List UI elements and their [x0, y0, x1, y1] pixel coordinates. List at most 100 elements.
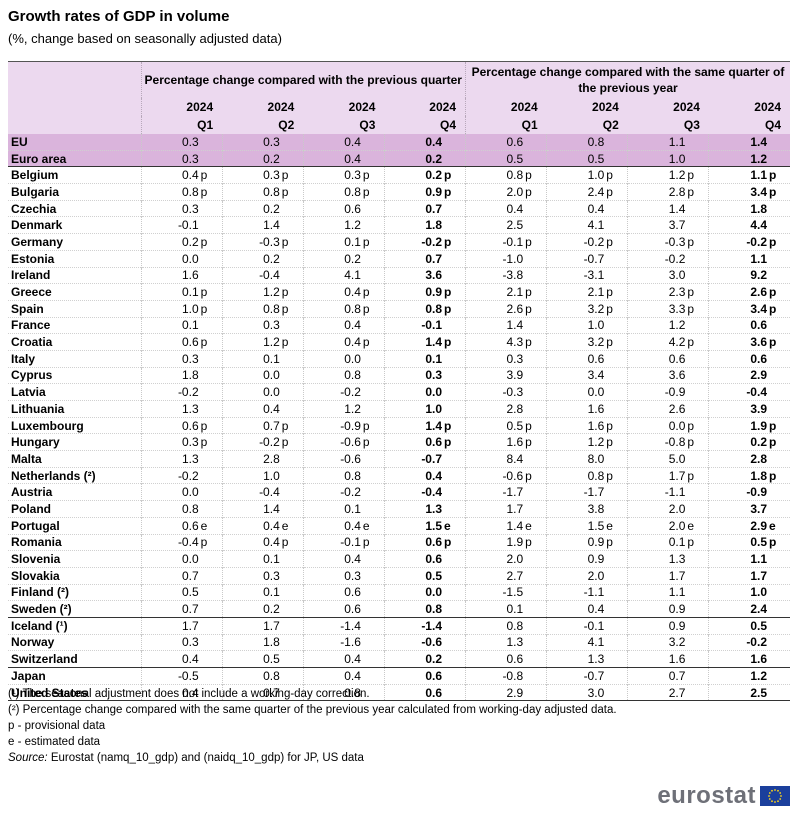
cell-value: 2.3 — [668, 285, 686, 300]
cell-flag: p — [525, 468, 532, 483]
table-cell: -0.2 p — [221, 433, 304, 451]
table-cell: 1.1 — [708, 550, 790, 568]
table-row: Bulgaria 0.8 p 0.8 p 0.8 p 0.9 p 2.0 p 2.4 p 2.8 p 3.4 p — [8, 183, 790, 201]
table-cell: 0.4 — [302, 150, 385, 167]
table-cell: 0.0 — [221, 367, 304, 384]
cell-value: 1.2 — [668, 168, 686, 183]
cell-value: 0.2 — [263, 151, 280, 166]
table-cell: 0.8 p — [140, 183, 223, 201]
footnote: e - estimated data — [8, 736, 101, 748]
cell-flag: e — [687, 518, 695, 533]
table-cell: 0.5 — [221, 650, 304, 668]
cell-value: -0.2 — [583, 234, 605, 249]
table-cell: 0.2 — [221, 250, 304, 267]
table-cell: 2.0 — [546, 567, 628, 585]
cell-value: 0.7 — [263, 685, 280, 700]
table-cell: -1.7 — [546, 483, 628, 501]
table-cell: 1.7 — [708, 567, 790, 585]
row-label: Slovakia — [11, 568, 60, 583]
table-cell: 0.1 p — [140, 283, 223, 301]
row-label: Latvia — [11, 385, 46, 400]
cell-value: 0.1 — [344, 234, 361, 249]
table-cell: -0.2 — [140, 383, 223, 401]
cell-value: 0.6 — [668, 351, 686, 366]
eu-star — [768, 792, 771, 794]
cell-value: 0.6 — [425, 685, 442, 700]
cell-value: 1.7 — [750, 568, 767, 583]
table-cell: 0.8 — [302, 367, 385, 384]
table-cell: 0.8 — [546, 134, 628, 151]
header-quarter: Q4 — [708, 116, 790, 134]
cell-value: 1.7 — [668, 468, 686, 483]
eu-star — [777, 800, 779, 803]
cell-flag: p — [362, 418, 370, 433]
cell-value: 2.9 — [750, 368, 767, 383]
cell-value: 0.4 — [506, 201, 524, 216]
table-row: Slovakia 0.7 0.3 0.3 0.5 2.7 2.0 1.7 1.7 — [8, 567, 790, 585]
cell-value: 0.6 — [344, 201, 361, 216]
cell-value: 0.4 — [181, 168, 199, 183]
table-cell: 0.3 — [302, 567, 385, 585]
table-cell: 1.0 — [383, 400, 466, 418]
cell-value: 0.7 — [425, 201, 442, 216]
table-cell: 2.8 p — [627, 183, 709, 201]
cell-value: 0.4 — [263, 401, 280, 416]
cell-flag: p — [281, 301, 289, 316]
cell-value: 0.6 — [181, 518, 199, 533]
cell-flag: p — [281, 335, 289, 350]
cell-value: 3.9 — [750, 401, 767, 416]
eu-star — [777, 789, 779, 792]
cell-value: 0.7 — [425, 251, 442, 266]
cell-flag: p — [687, 301, 695, 316]
cell-value: 0.2 — [181, 234, 199, 249]
footnote: p - provisional data — [8, 720, 106, 732]
table-row: Norway 0.3 1.8 -1.6 -0.6 1.3 4.1 3.2 -0.2 — [8, 634, 790, 651]
table-row: Malta 1.3 2.8 -0.6 -0.7 8.4 8.0 5.0 2.8 — [8, 450, 790, 468]
cell-value: 4.4 — [750, 218, 767, 233]
row-label: Iceland (¹) — [11, 618, 68, 633]
cell-value: 1.2 — [750, 668, 767, 683]
table-cell: 1.4 — [708, 134, 790, 151]
cell-flag: p — [769, 535, 777, 550]
header-year: 2024 — [384, 98, 466, 116]
cell-flag: p — [362, 301, 370, 316]
cell-value: 3.0 — [668, 268, 686, 283]
table-cell: -1.4 — [302, 617, 385, 635]
row-label: Denmark — [11, 218, 63, 233]
table-cell: 0.2 — [221, 200, 304, 217]
table-cell: 1.8 p — [708, 467, 790, 484]
table-cell: 0.1 — [140, 317, 223, 334]
cell-flag: p — [444, 435, 452, 450]
table-cell: 0.2 — [383, 150, 466, 167]
cell-value: 0.5 — [750, 618, 767, 633]
cell-flag: p — [200, 234, 208, 249]
cell-value: 0.1 — [344, 501, 361, 516]
row-label: Ireland — [11, 268, 51, 283]
cell-flag: p — [362, 184, 370, 199]
cell-value: 0.4 — [181, 652, 199, 667]
cell-flag: p — [281, 535, 289, 550]
table-cell: 0.3 — [221, 134, 304, 151]
cell-value: 0.6 — [181, 335, 199, 350]
cell-value: 3.0 — [587, 685, 605, 700]
table-cell: 2.6 p — [464, 300, 547, 318]
cell-value: 0.3 — [181, 134, 199, 149]
cell-value: 1.8 — [181, 368, 199, 383]
table-cell: 0.3 — [140, 634, 223, 651]
table-cell: 0.2 p — [140, 233, 223, 251]
cell-value: 3.9 — [506, 368, 524, 383]
table-row: Latvia -0.2 0.0 -0.2 0.0 -0.3 0.0 -0.9 -0.4 — [8, 383, 790, 401]
table-cell: 0.4 e — [302, 517, 385, 534]
table-cell: 0.8 p — [221, 183, 304, 201]
cell-value: 0.8 — [587, 134, 605, 149]
table-cell: 3.0 — [546, 684, 628, 701]
cell-value: 3.2 — [587, 301, 605, 316]
table-cell: 0.3 p — [140, 433, 223, 451]
table-cell: 1.1 p — [708, 166, 790, 184]
cell-value: -0.2 — [746, 234, 767, 249]
cell-flag: p — [769, 418, 777, 433]
table-cell: 1.3 — [546, 650, 628, 668]
table-cell: -0.6 p — [464, 467, 547, 484]
table-cell: 0.4 — [383, 134, 466, 151]
cell-value: 0.5 — [750, 535, 767, 550]
